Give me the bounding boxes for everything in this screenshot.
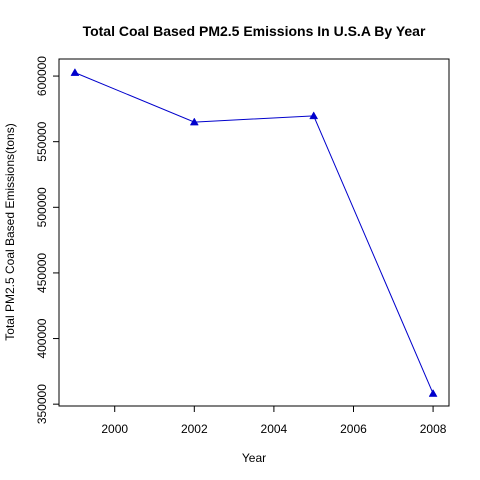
x-tick-label: 2002 [181,422,208,436]
x-tick-label: 2004 [261,422,288,436]
data-point-marker [189,117,199,126]
y-tick-label: 500000 [35,187,49,227]
y-tick-label: 350000 [35,384,49,424]
x-axis-label: Year [242,451,266,465]
series-layer [70,68,438,397]
x-tick-label: 2006 [340,422,367,436]
data-point-marker [309,111,319,120]
y-tick-label: 400000 [35,318,49,358]
y-tick-label: 450000 [35,253,49,293]
y-tick-label: 600000 [35,56,49,96]
y-axis-label: Total PM2.5 Coal Based Emissions(tons) [3,123,17,340]
x-tick-label: 2008 [420,422,447,436]
x-tick-label: 2000 [101,422,128,436]
x-axis: 2000 2002 2004 2006 2008 [101,405,447,436]
data-point-marker [70,68,80,76]
chart-title: Total Coal Based PM2.5 Emissions In U.S.… [83,23,426,39]
series-line [74,72,434,394]
plot-area [58,58,450,407]
data-point-marker [428,389,438,397]
y-tick-label: 550000 [35,121,49,161]
y-axis: 350000 400000 450000 500000 550000 600000 [35,56,60,424]
